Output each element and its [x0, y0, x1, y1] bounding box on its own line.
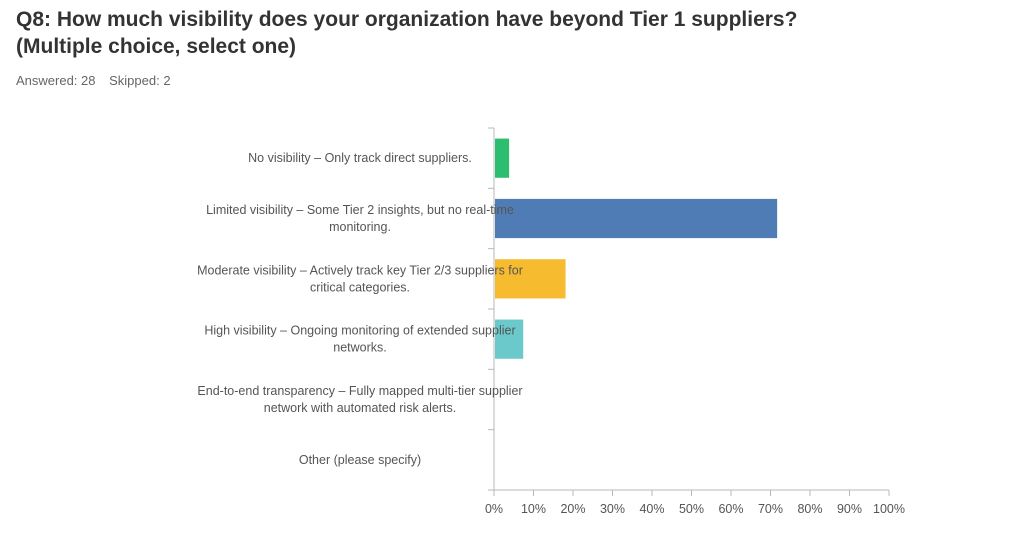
x-tick-label: 70% — [758, 502, 783, 516]
x-tick-label: 90% — [837, 502, 862, 516]
category-label: Limited visibility – Some Tier 2 insight… — [206, 203, 514, 217]
x-tick-label: 100% — [873, 502, 905, 516]
category-label: network with automated risk alerts. — [264, 401, 456, 415]
question-title-line2: (Multiple choice, select one) — [16, 35, 297, 58]
x-tick-label: 30% — [600, 502, 625, 516]
category-label: No visibility – Only track direct suppli… — [248, 151, 472, 165]
question-title: Q8: How much visibility does your organi… — [16, 6, 1006, 60]
bar-1 — [495, 198, 778, 239]
question-title-line1: Q8: How much visibility does your organi… — [16, 8, 798, 31]
x-tick-label: 10% — [521, 502, 546, 516]
x-tick-label: 40% — [639, 502, 664, 516]
bar-2 — [495, 259, 566, 299]
category-label: critical categories. — [310, 280, 410, 294]
x-tick-label: 50% — [679, 502, 704, 516]
skipped-count: Skipped: 2 — [109, 73, 171, 88]
x-tick-label: 80% — [797, 502, 822, 516]
category-label: Other (please specify) — [299, 453, 421, 467]
answered-count: Answered: 28 — [16, 73, 96, 88]
category-label: End-to-end transparency – Fully mapped m… — [197, 384, 522, 398]
category-label: monitoring. — [329, 220, 391, 234]
bar-0 — [495, 138, 510, 178]
response-counts: Answered: 28 Skipped: 2 — [16, 73, 181, 88]
category-label: Moderate visibility – Actively track key… — [197, 263, 523, 277]
category-label: networks. — [333, 341, 387, 355]
x-tick-label: 0% — [485, 502, 503, 516]
category-label: High visibility – Ongoing monitoring of … — [204, 324, 515, 338]
x-tick-label: 60% — [718, 502, 743, 516]
bar-3 — [495, 319, 524, 359]
x-tick-label: 20% — [560, 502, 585, 516]
